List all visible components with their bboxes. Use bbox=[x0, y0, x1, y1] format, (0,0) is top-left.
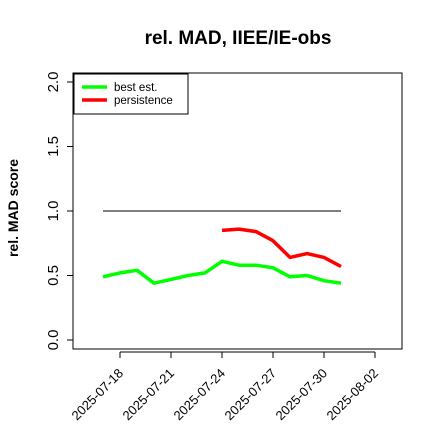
legend: best est.persistence bbox=[73, 73, 189, 115]
y-tick-label-1: 0.5 bbox=[45, 265, 62, 286]
x-tick-label-3: 2025-07-27 bbox=[221, 366, 279, 424]
legend-box bbox=[73, 73, 189, 115]
x-tick-label-2: 2025-07-24 bbox=[170, 366, 228, 424]
y-tick-label-4: 2.0 bbox=[45, 72, 62, 93]
series-line-1 bbox=[221, 227, 342, 269]
x-tick-label-4: 2025-07-30 bbox=[272, 366, 330, 424]
y-axis-label: rel. MAD score bbox=[5, 159, 21, 257]
legend-label-0: best est. bbox=[114, 82, 157, 94]
y-tick-label-3: 1.5 bbox=[45, 136, 62, 157]
y-tick-label-0: 0.0 bbox=[45, 330, 62, 351]
series-layer bbox=[102, 227, 342, 285]
y-tick-label-2: 1.0 bbox=[45, 201, 62, 222]
x-tick-label-0: 2025-07-18 bbox=[68, 366, 126, 424]
y-axis: 0.0 0.5 1.0 1.5 2.0 bbox=[45, 72, 73, 351]
series-line-0 bbox=[102, 259, 342, 285]
x-tick-label-5: 2025-08-02 bbox=[323, 366, 381, 424]
chart-title: rel. MAD, IIEE/IE-obs bbox=[145, 28, 332, 49]
x-tick-label-1: 2025-07-21 bbox=[119, 366, 177, 424]
x-axis: 2025-07-182025-07-212025-07-242025-07-27… bbox=[68, 351, 381, 424]
legend-label-1: persistence bbox=[114, 95, 173, 107]
